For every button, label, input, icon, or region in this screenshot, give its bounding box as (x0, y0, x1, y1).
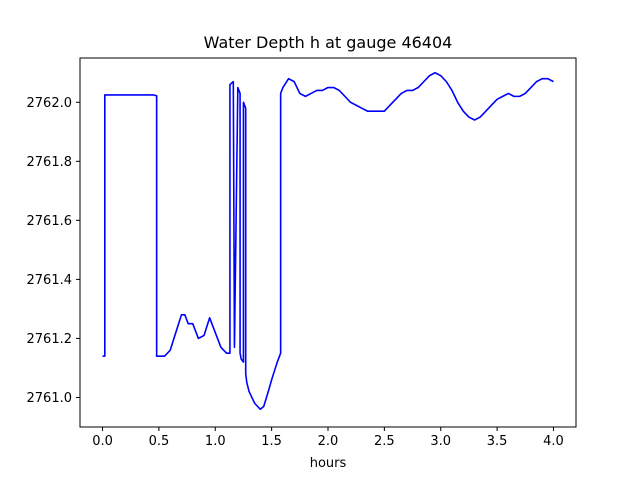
x-tick-label: 1.5 (261, 434, 282, 449)
x-tick-label: 0.5 (149, 434, 170, 449)
x-tick-label: 3.0 (430, 434, 451, 449)
x-tick-label: 4.0 (543, 434, 564, 449)
y-tick-label: 2761.2 (27, 332, 73, 347)
y-tick-label: 2761.6 (27, 214, 73, 229)
x-tick-label: 2.5 (374, 434, 395, 449)
x-tick-label: 1.0 (205, 434, 226, 449)
series-line-water-depth (102, 71, 554, 411)
y-tick-label: 2761.0 (27, 391, 73, 406)
x-tick-label: 3.5 (487, 434, 508, 449)
y-tick-label: 2761.4 (27, 273, 73, 288)
x-axis-ticks: 0.0 0.5 1.0 1.5 2.0 2.5 3.0 3.5 4.0 (92, 427, 564, 449)
x-tick-label: 0.0 (92, 434, 113, 449)
y-tick-label: 2762.0 (27, 96, 73, 111)
x-axis-label: hours (310, 456, 347, 471)
x-tick-label: 2.0 (318, 434, 339, 449)
chart-title: Water Depth h at gauge 46404 (204, 33, 453, 52)
plot-area-frame (79, 57, 577, 428)
y-tick-label: 2761.8 (27, 155, 73, 170)
y-axis-ticks: 2761.0 2761.2 2761.4 2761.6 2761.8 2762.0 (27, 96, 80, 406)
